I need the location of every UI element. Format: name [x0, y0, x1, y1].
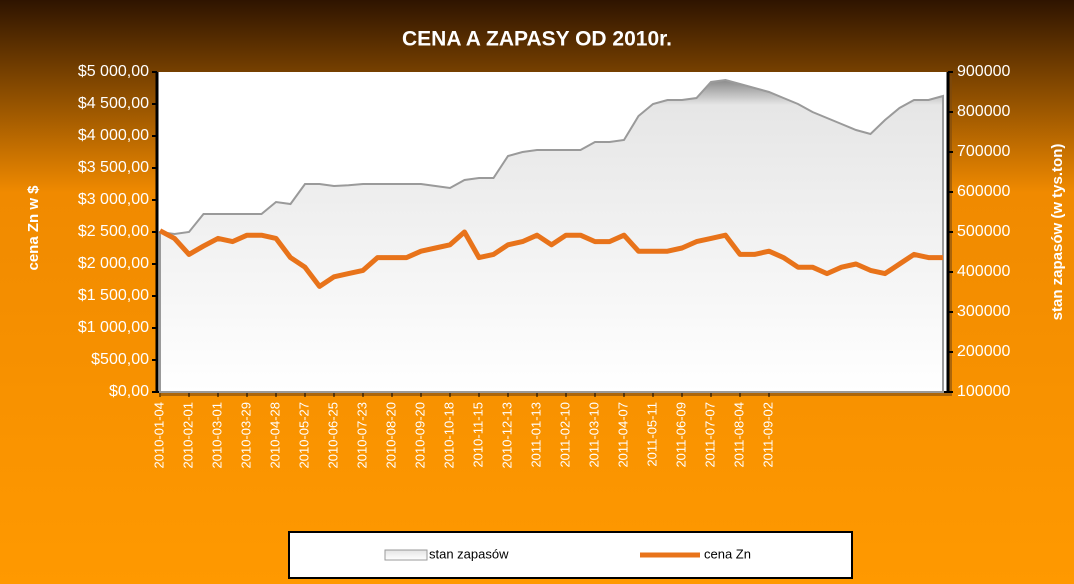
legend: [288, 531, 853, 579]
y-tick-label: $1 500,00: [78, 287, 149, 304]
x-tick-label: 2010-04-28: [267, 402, 282, 469]
x-tick-label: 2010-03-01: [209, 402, 224, 469]
y-tick-label: $0,00: [109, 383, 149, 400]
y2-axis-label: stan zapasów (w tys.ton): [1049, 144, 1066, 321]
y-tick-label: $2 000,00: [78, 255, 149, 272]
x-tick-label: 2011-09-02: [760, 402, 775, 468]
x-tick-label: 2011-01-13: [528, 402, 543, 468]
y-tick-label: $500,00: [91, 351, 149, 368]
y2-tick-label: 300000: [957, 303, 1010, 320]
y2-tick-label: 800000: [957, 103, 1010, 120]
x-tick-label: 2010-11-15: [470, 402, 485, 468]
y2-tick-label: 400000: [957, 263, 1010, 280]
x-tick-label: 2010-02-01: [180, 402, 195, 469]
y-tick-label: $1 000,00: [78, 319, 149, 336]
legend-label: stan zapasów: [429, 546, 509, 561]
y2-tick-label: 100000: [957, 383, 1010, 400]
y-tick-label: $5 000,00: [78, 63, 149, 80]
x-tick-label: 2011-08-04: [731, 402, 746, 468]
x-tick-label: 2010-10-18: [441, 402, 456, 469]
area: [159, 78, 944, 393]
y-axis-label: cena Zn w $: [25, 185, 42, 271]
x-tick-label: 2011-07-07: [702, 402, 717, 468]
x-tick-label: 2010-12-13: [499, 402, 514, 469]
legend-label: cena Zn: [704, 546, 751, 561]
y2-tick-label: 600000: [957, 183, 1010, 200]
x-tick-label: 2011-04-07: [615, 402, 630, 468]
x-tick-label: 2010-05-27: [296, 402, 311, 469]
x-tick-label: 2011-05-11: [644, 402, 659, 467]
x-tick-label: 2010-08-20: [383, 402, 398, 469]
y-tick-label: $3 000,00: [78, 191, 149, 208]
y-tick-label: $4 500,00: [78, 95, 149, 112]
x-tick-label: 2010-06-25: [325, 402, 340, 469]
chart-title: CENA A ZAPASY OD 2010r.: [402, 28, 672, 51]
y2-tick-label: 200000: [957, 343, 1010, 360]
y-tick-label: $3 500,00: [78, 159, 149, 176]
x-tick-label: 2010-03-29: [238, 402, 253, 469]
x-tick-label: 2011-03-10: [586, 402, 601, 468]
y-tick-label: $2 500,00: [78, 223, 149, 240]
x-tick-label: 2010-01-04: [151, 402, 166, 469]
x-tick-label: 2011-02-10: [557, 402, 572, 468]
legend-swatch: [384, 549, 428, 561]
y2-tick-label: 900000: [957, 63, 1010, 80]
line: [158, 228, 943, 289]
y-tick-label: $4 000,00: [78, 127, 149, 144]
x-tick-label: 2010-09-20: [412, 402, 427, 469]
y2-tick-label: 700000: [957, 143, 1010, 160]
y2-tick-label: 500000: [957, 223, 1010, 240]
x-tick-label: 2010-07-23: [354, 402, 369, 469]
x-tick-label: 2011-06-09: [673, 402, 688, 468]
